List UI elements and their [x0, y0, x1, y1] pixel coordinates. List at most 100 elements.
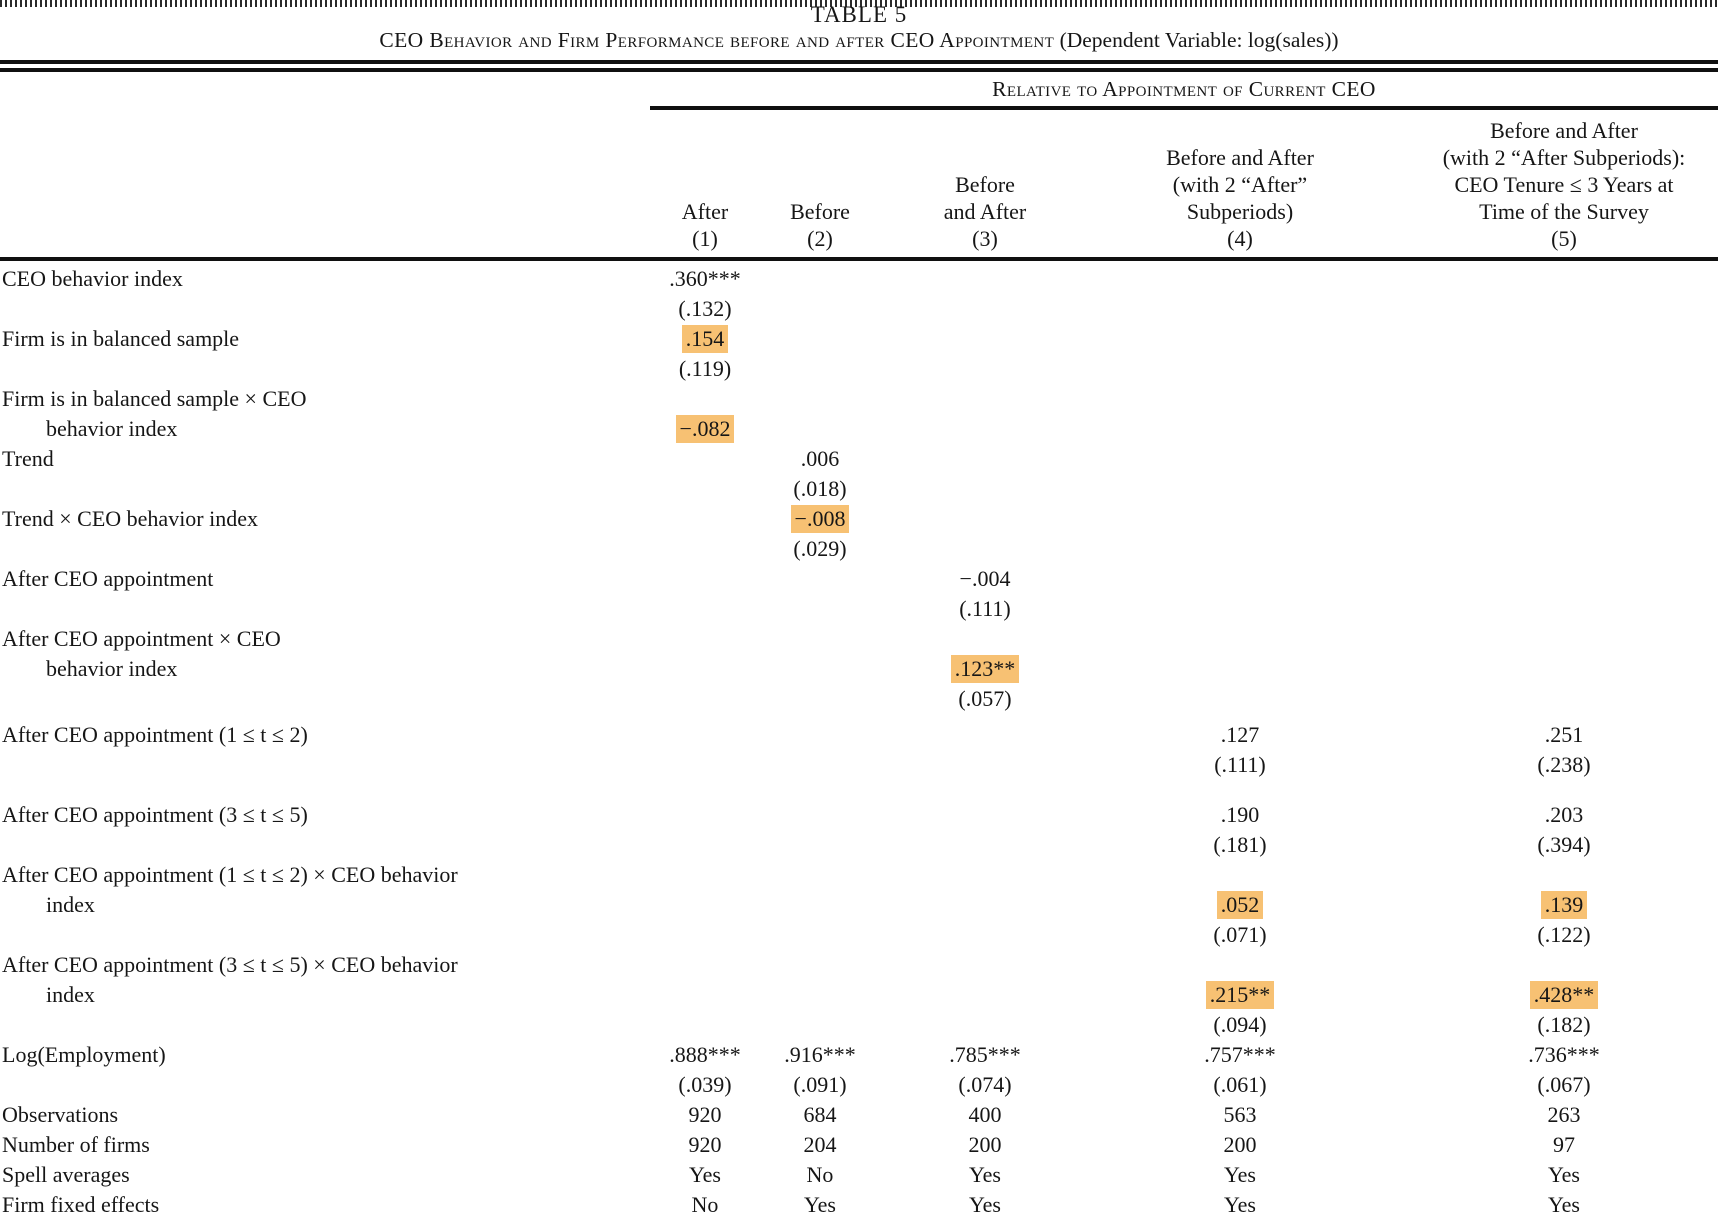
value-cell: (.238): [1390, 752, 1718, 778]
row-label: behavior index: [46, 656, 178, 681]
cell-value: (.182): [1537, 1012, 1591, 1037]
cell-value: .785***: [949, 1042, 1021, 1067]
cell-value: 204: [803, 1132, 837, 1157]
cell-value: Yes: [1547, 1162, 1580, 1187]
row-label: Number of firms: [2, 1132, 150, 1157]
table-line: Trend .006: [0, 444, 1718, 474]
value-cell: 920: [650, 1102, 760, 1128]
column-header: Before and After (3): [880, 171, 1090, 252]
value-cell: 200: [1090, 1132, 1390, 1158]
value-cell: .139: [1390, 891, 1718, 919]
cell-value: (.067): [1537, 1072, 1591, 1097]
cell-value: (.018): [793, 476, 847, 501]
row-label: behavior index: [46, 416, 178, 441]
value-cell: .052: [1090, 891, 1390, 919]
value-cell: Yes: [1090, 1162, 1390, 1188]
table-line: (.071) (.122): [0, 920, 1718, 950]
value-cell: .360***: [650, 266, 760, 292]
value-cell: (.122): [1390, 922, 1718, 948]
cell-value: (.091): [793, 1072, 847, 1097]
column-header-line: (with 2 “After”: [1172, 172, 1308, 197]
row-label: Spell averages: [2, 1162, 130, 1187]
table-line: (.018): [0, 474, 1718, 504]
value-cell: 263: [1390, 1102, 1718, 1128]
table-line: (.029): [0, 534, 1718, 564]
cell-value: (.094): [1213, 1012, 1267, 1037]
header-rule: [0, 257, 1718, 261]
column-number: (3): [972, 226, 998, 251]
value-cell: .757***: [1090, 1042, 1390, 1068]
cell-value: 920: [688, 1132, 722, 1157]
cell-value: (.132): [678, 296, 732, 321]
table-line: Observations 920 684 400 563 263: [0, 1100, 1718, 1130]
highlighted-value: .154: [681, 325, 729, 353]
row-label: Trend × CEO behavior index: [2, 506, 259, 531]
row-label: After CEO appointment × CEO: [2, 626, 281, 651]
column-headers-row: After (1) Before (2) Before and After (3) Befor…: [0, 110, 1718, 257]
cell-value: (.119): [678, 356, 732, 381]
table-number-title: TABLE 5: [810, 2, 908, 27]
value-cell: (.394): [1390, 832, 1718, 858]
value-cell: Yes: [1390, 1162, 1718, 1188]
table-line: CEO behavior index .360***: [0, 264, 1718, 294]
value-cell: .251: [1390, 722, 1718, 748]
value-cell: (.029): [760, 536, 880, 562]
column-header: After (1): [650, 198, 760, 252]
cell-value: 920: [688, 1102, 722, 1127]
table-line: After CEO appointment (1 ≤ t ≤ 2) .127 .25…: [0, 720, 1718, 750]
column-header-line: and After: [943, 199, 1027, 224]
cell-value: (.029): [793, 536, 847, 561]
value-cell: −.082: [650, 415, 760, 443]
value-cell: 400: [880, 1102, 1090, 1128]
value-cell: Yes: [880, 1192, 1090, 1218]
row-label: Firm is in balanced sample: [2, 326, 240, 351]
value-cell: (.074): [880, 1072, 1090, 1098]
table-line: Log(Employment) .888*** .916*** .785*** .757…: [0, 1040, 1718, 1070]
cell-value: (.238): [1537, 752, 1591, 777]
value-cell: (.132): [650, 296, 760, 322]
row-label: After CEO appointment (3 ≤ t ≤ 5) × CEO …: [2, 952, 458, 977]
value-cell: 563: [1090, 1102, 1390, 1128]
cell-value: No: [691, 1192, 719, 1217]
table-line: After CEO appointment (3 ≤ t ≤ 5) × CEO …: [0, 950, 1718, 980]
table-line: After CEO appointment × CEO: [0, 624, 1718, 654]
value-cell: (.111): [1090, 752, 1390, 778]
cell-value: 400: [968, 1102, 1002, 1127]
value-cell: .203: [1390, 802, 1718, 828]
cell-value: (.039): [678, 1072, 732, 1097]
value-cell: (.094): [1090, 1012, 1390, 1038]
table-line: After CEO appointment −.004: [0, 564, 1718, 594]
cell-value: (.181): [1213, 832, 1267, 857]
value-cell: 200: [880, 1132, 1090, 1158]
cell-value: Yes: [688, 1162, 721, 1187]
cell-value: .736***: [1528, 1042, 1600, 1067]
table-line: After CEO appointment (1 ≤ t ≤ 2) × CEO …: [0, 860, 1718, 890]
cell-value: Yes: [803, 1192, 836, 1217]
regression-table-body: CEO behavior index .360*** (.132) Firm is i…: [0, 261, 1718, 1220]
table-caption-main: CEO Behavior and Firm Performance before…: [379, 28, 1055, 52]
cell-value: No: [806, 1162, 834, 1187]
cell-value: Yes: [1223, 1162, 1256, 1187]
column-group-header: Relative to Appointment of Current CEO: [992, 77, 1376, 101]
value-cell: 204: [760, 1132, 880, 1158]
row-label: Trend: [2, 446, 54, 471]
cell-value: Yes: [968, 1192, 1001, 1217]
row-label: Firm fixed effects: [2, 1192, 160, 1217]
value-cell: (.111): [880, 596, 1090, 622]
value-cell: .916***: [760, 1042, 880, 1068]
value-cell: (.057): [880, 686, 1090, 712]
cell-value: .190: [1220, 802, 1260, 827]
value-cell: (.071): [1090, 922, 1390, 948]
value-cell: 684: [760, 1102, 880, 1128]
cell-value: 563: [1223, 1102, 1257, 1127]
table-line: (.181) (.394): [0, 830, 1718, 860]
row-label: index: [46, 892, 95, 917]
value-cell: (.181): [1090, 832, 1390, 858]
value-cell: .006: [760, 446, 880, 472]
table-line: index .215** .428**: [0, 980, 1718, 1010]
table-line: (.111): [0, 594, 1718, 624]
table-line: Spell averages Yes No Yes Yes Yes: [0, 1160, 1718, 1190]
value-cell: Yes: [1090, 1192, 1390, 1218]
table-line: (.132): [0, 294, 1718, 324]
